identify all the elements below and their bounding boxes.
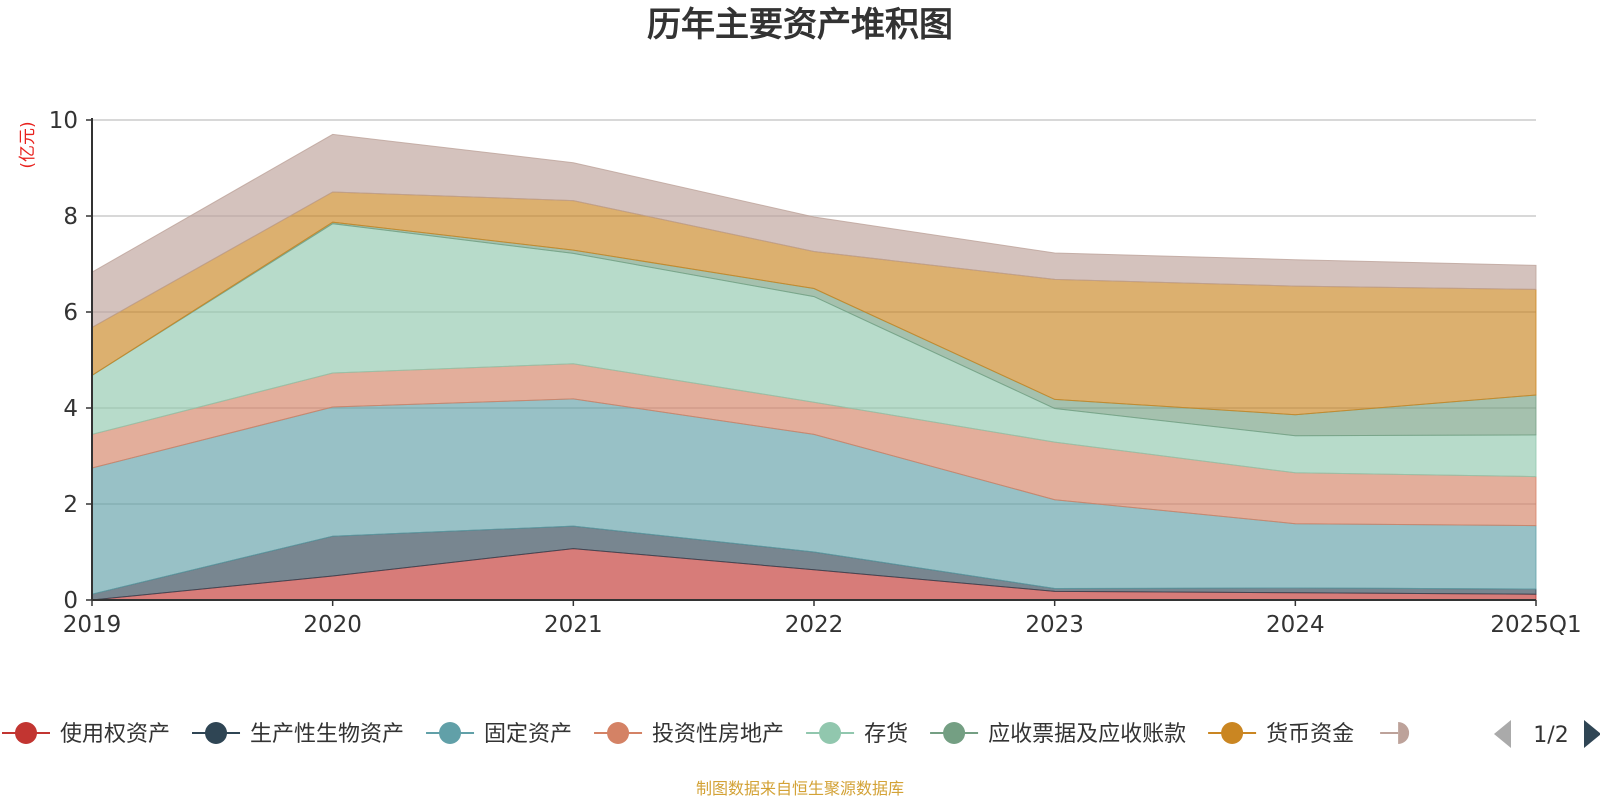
legend-label: 货币资金 (1266, 722, 1354, 747)
legend-item-3[interactable]: 投资性房地产 (594, 722, 784, 747)
legend-marker (943, 722, 966, 744)
area-series (91, 133, 1537, 601)
legend-marker (1221, 722, 1244, 744)
legend-label: 使用权资产 (60, 722, 170, 747)
x-tick-label: 2024 (1266, 612, 1325, 638)
legend-item-4[interactable]: 存货 (806, 722, 908, 747)
legend-item-0[interactable]: 使用权资产 (2, 722, 170, 747)
legend-marker (607, 722, 630, 744)
legend-label: 应收票据及应收账款 (988, 722, 1186, 747)
legend-marker (1398, 722, 1410, 744)
legend-marker (819, 722, 842, 744)
y-tick-label: 6 (63, 300, 78, 326)
legend-marker (205, 722, 228, 744)
x-tick-label: 2020 (303, 612, 362, 638)
legend-marker (439, 722, 462, 744)
x-tick-label: 2021 (544, 612, 603, 638)
y-tick-label: 4 (63, 396, 78, 422)
data-source-note: 制图数据来自恒生聚源数据库 (696, 779, 904, 798)
x-tick-label: 2023 (1025, 612, 1084, 638)
legend-item-7[interactable] (1380, 722, 1410, 744)
legend-item-1[interactable]: 生产性生物资产 (192, 722, 404, 747)
y-tick-label: 0 (63, 588, 78, 614)
y-tick-label: 10 (49, 108, 78, 134)
legend: 使用权资产 生产性生物资产 固定资产 投资性房地产 存货 应收票据及应收账款 货币资金 1/2 (2, 720, 1600, 748)
y-axis-unit: (亿元) (18, 121, 38, 168)
legend-label: 投资性房地产 (652, 722, 784, 747)
x-tick-label: 2025Q1 (1490, 612, 1581, 638)
legend-item-6[interactable]: 货币资金 (1208, 722, 1354, 747)
area-series-7 (91, 133, 1537, 329)
y-tick-label: 2 (63, 492, 78, 518)
axes: 0 2 4 6 8 10 2019 2020 2021 2022 2023 2024 2025Q1 (49, 108, 1582, 638)
legend-item-5[interactable]: 应收票据及应收账款 (930, 722, 1186, 747)
y-tick-label: 8 (63, 204, 78, 230)
chart-title: 历年主要资产堆积图 (647, 5, 953, 45)
legend-marker (15, 722, 37, 744)
legend-page-indicator: 1/2 (1533, 723, 1568, 748)
legend-item-2[interactable]: 固定资产 (426, 722, 572, 747)
legend-next-page-icon[interactable] (1584, 720, 1600, 748)
legend-prev-page-icon[interactable] (1494, 720, 1511, 748)
legend-label: 存货 (864, 722, 908, 747)
x-tick-label: 2022 (785, 612, 844, 638)
legend-label: 生产性生物资产 (250, 722, 404, 747)
x-tick-label: 2019 (63, 612, 122, 638)
legend-label: 固定资产 (484, 722, 572, 747)
